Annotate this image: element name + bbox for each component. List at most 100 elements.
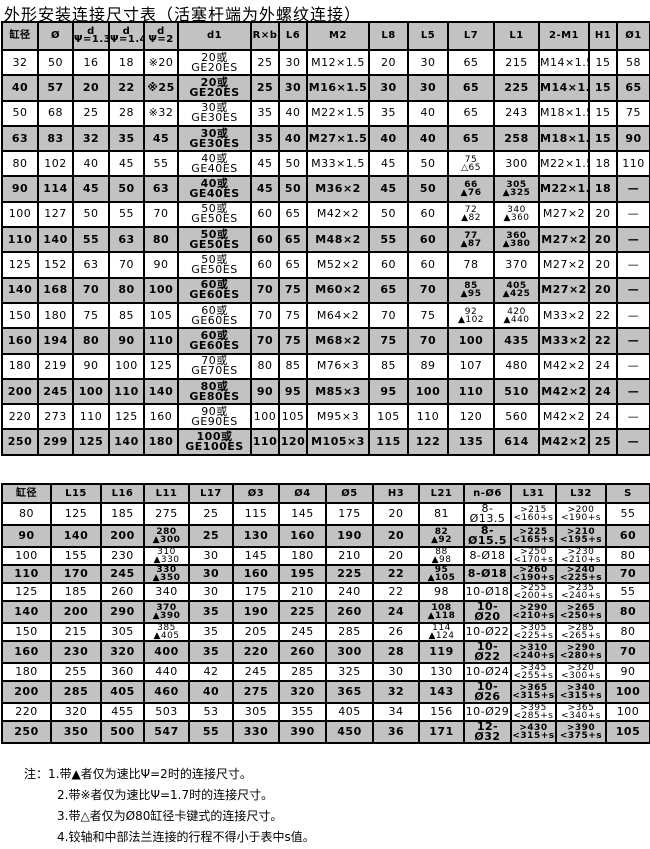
table-cell: >430 <315+s [510,720,557,744]
table-cell: 80 [1,150,39,178]
table-cell: 215 [50,622,102,642]
table-cell: 400 [143,640,190,664]
table-cell: 114 [37,175,74,203]
table-cell: 125 [72,428,110,456]
table-cell: 65 [447,99,495,127]
table-cell: 34 [372,702,420,722]
table-cell: 115 [368,428,409,456]
table-cell: 22 [372,582,420,602]
table-cell: M18×1.5 [538,99,590,127]
table-cell: 15 [588,99,618,127]
table-cell: 100 [1,200,39,229]
table-cell: 25 [250,74,280,102]
table-cell: 220 [1,403,39,431]
table-cell: 225 [325,564,374,584]
note-1: 注：1.带▲者仅为速比Ψ=2时的连接尺寸。 [24,767,252,781]
table-cell: — [616,226,650,254]
table-cell: 55 [143,150,179,178]
table-cell: 60 [407,251,449,279]
table-cell: 50或GE50ES [177,251,252,279]
table-cell: 250 [1,720,52,744]
table-cell: 285 [278,662,327,682]
table-row: 50 68 25 28 ※32 30或GE30ES 35 40 M22×1.5 35 40 65 243… [1,99,650,127]
table-cell: 310 ▲330 [143,546,190,566]
table-cell: 195 [278,564,327,584]
table-row: 220 320 455 503 53 305 355 405 34 156 10-Ø29 >395 <… [1,702,650,722]
table-cell: 30 [368,74,409,102]
table-cell: 245 [37,377,74,406]
table-cell: 90或GE90ES [177,403,252,431]
table-cell: 547 [143,720,190,744]
column-header: Ø3 [232,483,280,504]
table-cell: 8-Ø13.5 [463,502,512,526]
table-row: 150 180 75 85 105 60或GE60ES 70 75 M64×2 70 75 92 ▲1… [1,301,650,330]
table-cell: 243 [493,99,540,127]
table-cell: 55 [72,226,110,254]
table-cell: 95 [278,377,308,406]
table-cell: 405 [325,702,374,722]
table-cell: 90 [1,524,52,548]
table-cell: 15 [588,74,618,102]
table-cell: >345 <255+s [510,662,557,682]
table-cell: 405 [100,680,145,704]
table-cell: 510 [493,377,540,406]
table-cell: 210 [325,546,374,566]
table-cell: 65 [447,124,495,153]
table-cell: M42×2 [538,377,590,406]
table-cell: 60 [407,226,449,254]
table-row: 125 152 63 70 90 50或GE50ES 60 65 M52×2 60 60 78 370 M… [1,251,650,279]
table-row: 110 170 245 330 ▲350 30 160 195 225 22 95 ▲105 8-Ø… [1,564,650,584]
table-cell: >290 <210+s [510,600,557,624]
table-cell: M27×1.5 [306,124,370,153]
table-cell: 50 [278,150,308,178]
table-cell: 75 [278,327,308,355]
table-cell: 50 [1,99,39,127]
table-cell: 145 [278,502,327,526]
table-cell: 10-Ø26 [463,680,512,704]
table-cell: 30 [372,662,420,682]
table-cell: 175 [325,502,374,526]
table-cell: >290 <280+s [555,640,607,664]
table-cell: 100 [605,702,650,722]
table-cell: M33×2 [538,327,590,355]
table-cell: 105 [368,403,409,431]
table-row: 200 245 100 110 140 80或GE80ES 90 95 M85×3 95 100 11… [1,377,650,406]
table-cell: 105 [143,301,179,330]
table-row: 250 350 500 547 55 330 390 450 36 171 12-Ø32 >430 <… [1,720,650,744]
table-cell: 140 [1,600,52,624]
table-cell: 65 [278,251,308,279]
table-cell: 160 [278,524,327,548]
table-cell: 65 [616,74,650,102]
table-cell: 45 [368,175,409,203]
table-cell: 200 [100,524,145,548]
table-cell: 22 [372,564,420,584]
table-cell: 120 [447,403,495,431]
table-cell: M33×1.5 [306,150,370,178]
column-header: L16 [100,483,145,504]
table-cell: M22×1.5 [306,99,370,127]
table-cell: 560 [493,403,540,431]
table-cell: 20 [72,74,110,102]
table-cell: 220 [232,640,280,664]
table-cell: 20或GE20ES [177,48,252,77]
table-cell: 200 [1,680,52,704]
table-cell: M76×3 [306,352,370,380]
table-cell: 20 [372,524,420,548]
table-cell: 100 [1,546,52,566]
table-cell: 45 [250,150,280,178]
table-row: 90 114 45 50 63 40或GE40ES 45 50 M36×2 45 50 66 ▲76 3… [1,175,650,203]
table-cell: 85 [108,301,145,330]
table-cell: 40 [407,99,449,127]
table-cell: 100 [108,352,145,380]
table-cell: 24 [588,403,618,431]
table-cell: M14×1.5 [538,74,590,102]
table-cell: 30 [188,582,234,602]
table-cell: 140 [37,226,74,254]
table-cell: M68×2 [306,327,370,355]
table-cell: 55 [368,226,409,254]
table-cell: 320 [100,640,145,664]
table-cell: 125 [108,403,145,431]
table-cell: 40 [407,124,449,153]
table-cell: 114 ▲124 [418,622,465,642]
table-cell: 110 [72,403,110,431]
